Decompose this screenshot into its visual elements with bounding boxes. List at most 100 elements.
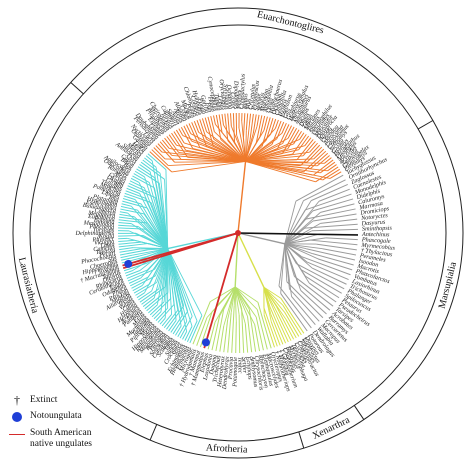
taxon-label: Pedetes: [236, 89, 243, 110]
branch-internal: [234, 286, 250, 310]
branch-tip: [144, 295, 162, 310]
branch-tip: [125, 270, 141, 277]
taxon-label: Lama: [99, 241, 115, 249]
branch-tip: [120, 254, 133, 259]
branch-tip: [270, 118, 277, 135]
branch-tip: [298, 135, 310, 151]
branch-internal: [213, 138, 246, 162]
branch-internal: [168, 160, 246, 167]
legend-sanu: South American native ungulates: [4, 428, 92, 450]
branch-tip: [196, 317, 208, 346]
branch-tip: [133, 173, 150, 183]
branch-tip: [282, 304, 302, 336]
branch-tip: [316, 243, 357, 251]
branch-tip: [215, 114, 222, 140]
branch-tip: [271, 120, 282, 145]
branch-tip: [127, 268, 155, 282]
legend-sanu-label-1: South American: [30, 428, 92, 438]
branch-internal: [284, 243, 302, 291]
branch-tip: [132, 284, 143, 292]
branch-tip: [141, 286, 166, 305]
taxon-label: Ochotona: [225, 85, 234, 110]
taxon-label: Spalax: [253, 93, 263, 111]
branch-internal: [263, 286, 282, 299]
taxon-label: Gorilla: [199, 94, 210, 113]
branch-internal: [245, 160, 328, 172]
taxon-label: Oryctolagus: [218, 79, 228, 111]
branch-tip: [223, 319, 229, 353]
branch-tip: [305, 275, 340, 299]
branch-tip: [124, 270, 133, 274]
euarchontoglires-label: Euarchontoglires: [256, 9, 325, 36]
branch-tip: [119, 247, 134, 251]
taxon-label: Heterohyrax: [216, 355, 227, 388]
branch-tip: [139, 288, 160, 303]
branch-internal: [284, 243, 313, 269]
taxon-label: Amblysomus: [249, 355, 260, 388]
branch-tip: [161, 139, 170, 149]
branch-tip: [300, 290, 327, 315]
branch-tip: [303, 179, 346, 202]
branch-internal: [138, 182, 169, 249]
clade-divider: [149, 424, 158, 441]
branch-tip: [153, 311, 162, 320]
branch-tip: [312, 198, 354, 212]
branch-internal: [127, 237, 168, 250]
branch-internal: [284, 243, 319, 260]
branch-tip: [249, 113, 254, 140]
legend: † Extinct Notoungulata South American na…: [4, 394, 92, 456]
branch-internal: [148, 182, 169, 249]
branch-internal: [263, 286, 280, 322]
taxon-label: Isoodon: [357, 257, 379, 269]
branch-tip: [285, 319, 297, 339]
branch-internal: [245, 145, 305, 162]
branch-tip: [164, 137, 182, 160]
sanu-lineage: [203, 232, 239, 349]
branch-internal: [171, 160, 246, 173]
branch-tip: [151, 149, 169, 166]
branch-internal: [151, 160, 169, 249]
branch-tip: [213, 115, 216, 125]
branch-internal: [127, 212, 169, 249]
branch-tip: [242, 113, 246, 138]
branch-tip: [204, 117, 214, 147]
branch-tip: [145, 155, 153, 162]
branch-tip: [183, 125, 192, 142]
branch-tip: [128, 182, 150, 194]
branch-tip: [286, 281, 324, 319]
branch-internal: [185, 149, 246, 162]
branch-internal: [187, 156, 246, 162]
clade-divider: [70, 82, 84, 95]
branch-internal: [167, 248, 193, 317]
branch-tip: [119, 249, 148, 256]
branch-tip: [171, 132, 188, 158]
branch-tip: [255, 115, 263, 143]
branch-tip: [304, 193, 352, 211]
taxon-label: Dipodomys: [232, 80, 239, 110]
branch-tip: [136, 292, 145, 299]
branch-tip: [201, 118, 208, 132]
outer-ring: [12, 7, 464, 459]
euarchontoglires-stem: [237, 161, 247, 234]
branch-tip: [322, 248, 357, 256]
branch-internal: [245, 139, 300, 162]
branch-tip: [241, 307, 245, 353]
branch-tip: [184, 326, 193, 341]
branch-tip: [312, 253, 354, 266]
branch-tip: [161, 314, 172, 327]
branch-tip: [123, 262, 148, 272]
branch-tip: [157, 143, 175, 163]
branch-internal: [245, 123, 250, 162]
branch-internal: [149, 171, 169, 249]
branch-internal: [165, 169, 169, 249]
taxon-label: Sciurus: [256, 91, 266, 111]
branch-tip: [306, 248, 356, 261]
branch-tip: [134, 170, 145, 178]
branch-tip: [317, 258, 353, 271]
branch-internal: [234, 141, 246, 162]
taxon-label: Tenrec: [236, 357, 243, 374]
branch-tip: [137, 166, 155, 179]
branch-internal: [132, 248, 168, 256]
branch-tip: [313, 159, 334, 176]
branch-tip: [300, 269, 342, 294]
